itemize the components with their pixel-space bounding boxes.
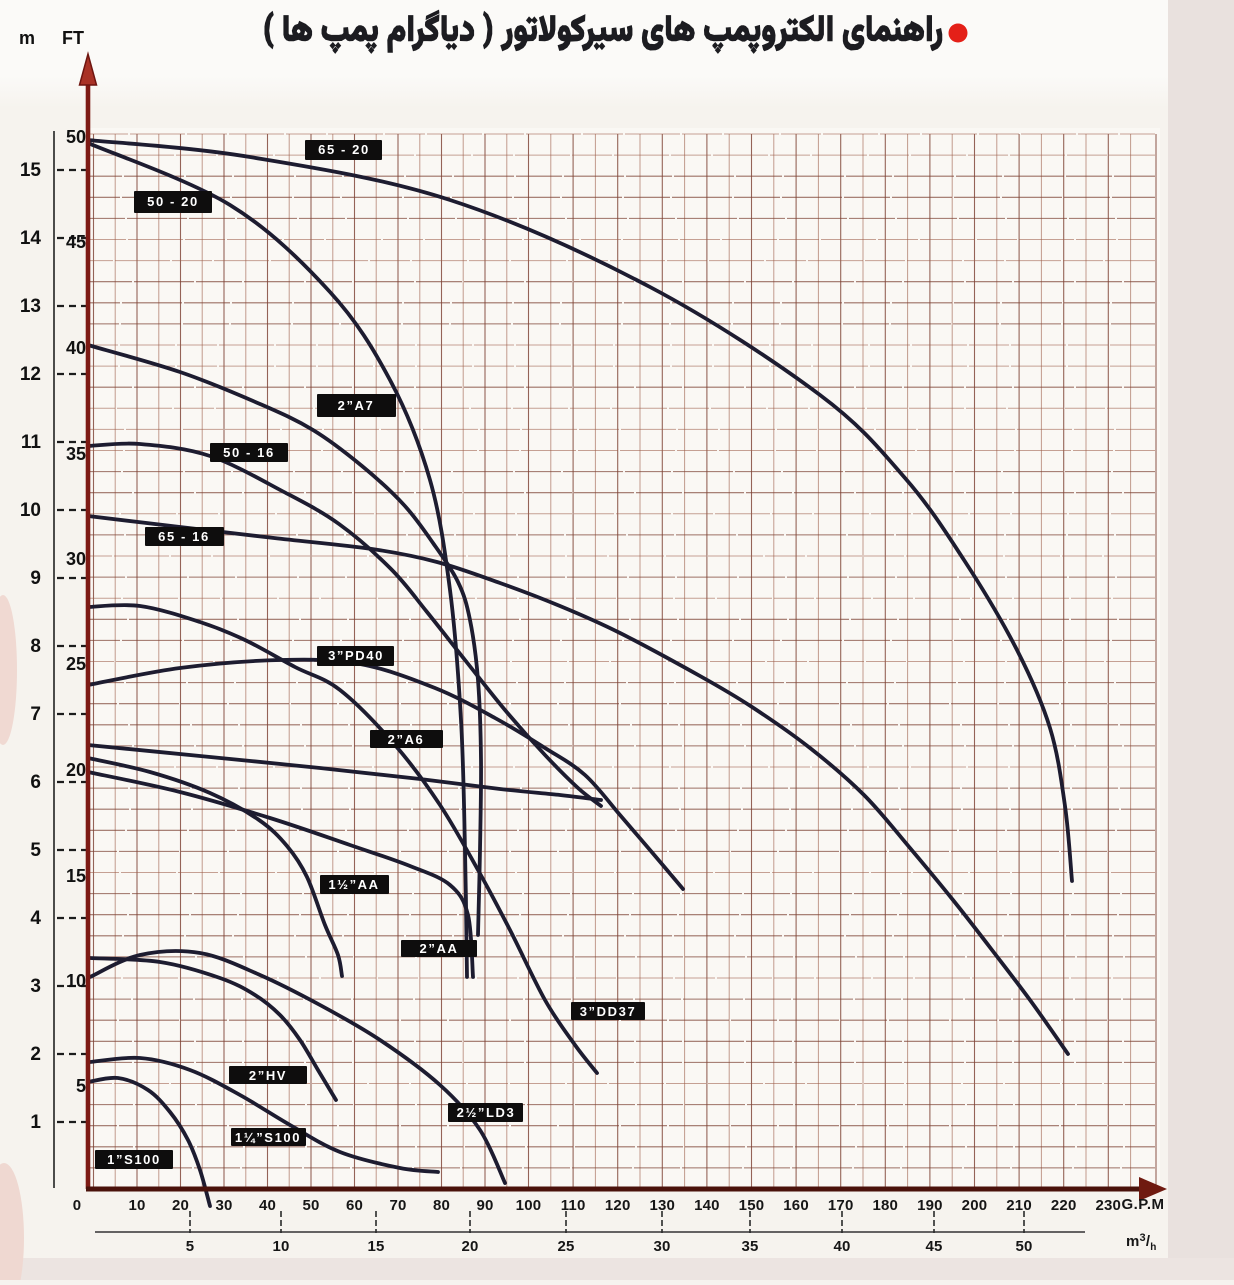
svg-text:5: 5 — [30, 840, 41, 861]
svg-text:90: 90 — [476, 1197, 493, 1214]
svg-text:10: 10 — [272, 1238, 289, 1255]
svg-text:11: 11 — [21, 432, 42, 453]
svg-text:50: 50 — [302, 1197, 319, 1214]
svg-text:7: 7 — [30, 704, 41, 725]
svg-text:m: m — [19, 28, 35, 48]
svg-text:65 - 20: 65 - 20 — [318, 142, 370, 157]
svg-text:40: 40 — [66, 338, 86, 358]
svg-text:3”PD40: 3”PD40 — [328, 648, 384, 663]
svg-text:200: 200 — [962, 1197, 988, 1214]
svg-text:40: 40 — [833, 1238, 850, 1255]
svg-text:180: 180 — [872, 1197, 898, 1214]
svg-text:3”DD37: 3”DD37 — [580, 1004, 637, 1019]
svg-text:160: 160 — [783, 1197, 809, 1214]
svg-text:50: 50 — [66, 127, 86, 147]
svg-text:2: 2 — [30, 1044, 41, 1065]
svg-text:12: 12 — [20, 364, 41, 385]
svg-text:220: 220 — [1051, 1197, 1077, 1214]
svg-text:35: 35 — [741, 1238, 758, 1255]
svg-text:10: 10 — [20, 500, 41, 521]
svg-text:65 - 16: 65 - 16 — [158, 529, 210, 544]
svg-text:25: 25 — [557, 1238, 574, 1255]
svg-text:50 - 20: 50 - 20 — [147, 194, 199, 209]
svg-text:50: 50 — [1015, 1238, 1032, 1255]
svg-text:150: 150 — [739, 1197, 765, 1214]
svg-text:1”S100: 1”S100 — [107, 1152, 161, 1167]
svg-text:2”HV: 2”HV — [249, 1068, 287, 1083]
svg-text:5: 5 — [186, 1238, 195, 1255]
svg-text:120: 120 — [605, 1197, 631, 1214]
svg-text:45: 45 — [925, 1238, 942, 1255]
svg-text:G.P.M: G.P.M — [1121, 1196, 1164, 1213]
svg-text:15: 15 — [66, 866, 86, 886]
svg-text:14: 14 — [20, 228, 42, 249]
svg-text:20: 20 — [461, 1238, 478, 1255]
svg-text:100: 100 — [516, 1197, 542, 1214]
svg-text:FT: FT — [62, 28, 84, 48]
svg-text:2”A6: 2”A6 — [388, 732, 425, 747]
svg-text:30: 30 — [215, 1197, 232, 1214]
svg-text:45: 45 — [66, 232, 86, 252]
svg-text:190: 190 — [917, 1197, 943, 1214]
svg-text:210: 210 — [1006, 1197, 1032, 1214]
svg-text:4: 4 — [30, 908, 41, 929]
svg-text:170: 170 — [828, 1197, 854, 1214]
svg-text:50 - 16: 50 - 16 — [223, 445, 275, 460]
svg-text:13: 13 — [20, 296, 41, 317]
svg-text:6: 6 — [30, 772, 41, 793]
svg-text:140: 140 — [694, 1197, 720, 1214]
svg-text:2”A7: 2”A7 — [338, 398, 375, 413]
svg-text:110: 110 — [561, 1197, 586, 1214]
svg-text:0: 0 — [73, 1197, 82, 1214]
svg-text:230: 230 — [1095, 1197, 1121, 1214]
svg-text:2½”LD3: 2½”LD3 — [457, 1105, 516, 1120]
svg-text:3: 3 — [30, 976, 41, 997]
svg-text:35: 35 — [66, 444, 86, 464]
svg-text:80: 80 — [433, 1197, 450, 1214]
svg-text:10: 10 — [128, 1197, 145, 1214]
svg-text:10: 10 — [66, 971, 86, 991]
svg-text:30: 30 — [66, 549, 86, 569]
svg-text:m3/h: m3/h — [1126, 1232, 1157, 1253]
svg-text:5: 5 — [76, 1076, 86, 1096]
svg-text:1½”AA: 1½”AA — [328, 877, 379, 892]
svg-text:2”AA: 2”AA — [420, 941, 459, 956]
svg-text:8: 8 — [30, 636, 41, 657]
svg-text:130: 130 — [649, 1197, 675, 1214]
svg-text:20: 20 — [172, 1197, 189, 1214]
svg-text:25: 25 — [66, 654, 86, 674]
svg-text:9: 9 — [30, 568, 41, 589]
svg-text:15: 15 — [367, 1238, 384, 1255]
svg-text:20: 20 — [66, 760, 86, 780]
svg-text:40: 40 — [259, 1197, 276, 1214]
svg-text:60: 60 — [346, 1197, 363, 1214]
svg-text:30: 30 — [653, 1238, 670, 1255]
svg-text:1¼”S100: 1¼”S100 — [235, 1130, 301, 1145]
svg-text:15: 15 — [20, 160, 42, 181]
svg-text:70: 70 — [389, 1197, 406, 1214]
svg-text:1: 1 — [30, 1112, 41, 1133]
